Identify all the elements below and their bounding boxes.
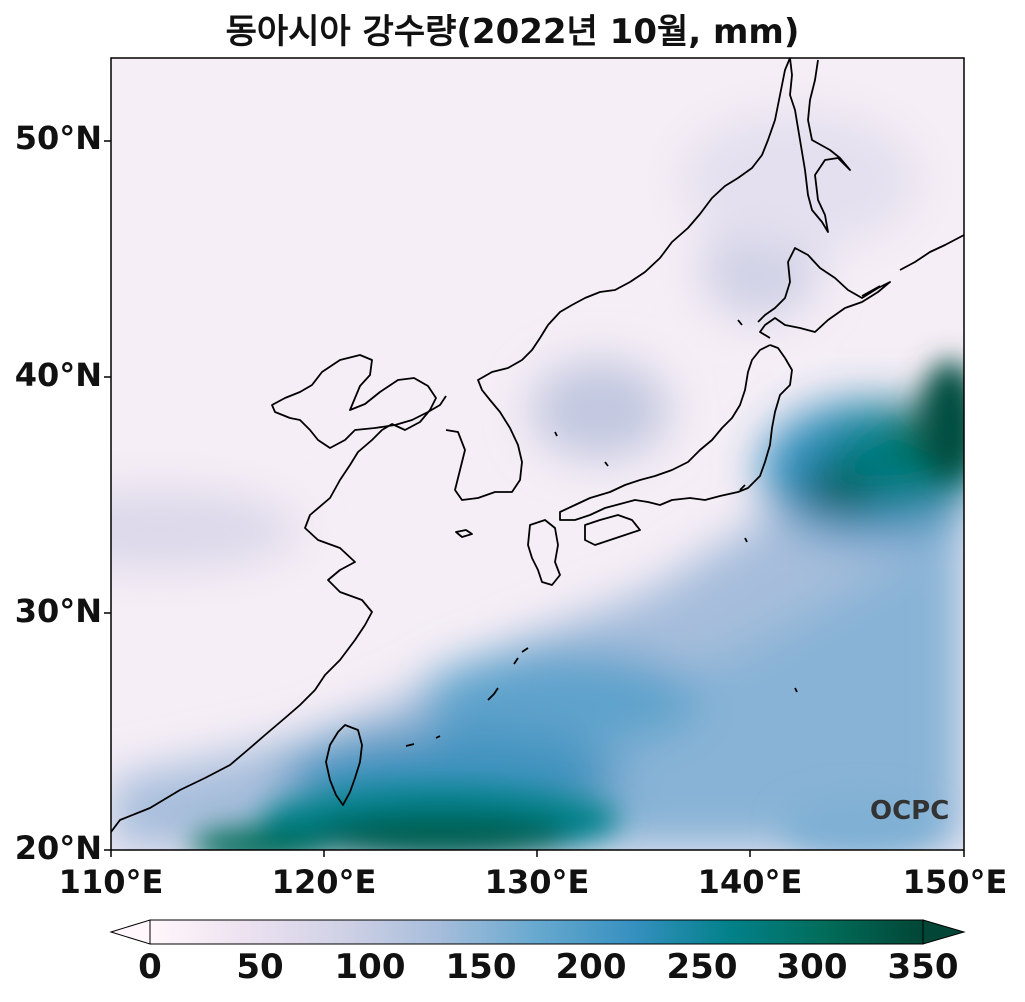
colorbar-label-50: 50 — [236, 947, 284, 987]
colorbar-label-0: 0 — [138, 947, 162, 987]
lat-label-50: 50°N — [14, 119, 102, 157]
colorbar-label-200: 200 — [555, 947, 627, 987]
coastline-ryukyu — [405, 285, 881, 747]
coastline-shikoku — [584, 514, 641, 546]
lon-label-150: 150°E — [902, 863, 1008, 901]
lat-label-30: 30°N — [14, 592, 102, 630]
coastline-jeju — [455, 529, 473, 538]
colorbar — [109, 919, 966, 945]
lon-label-130: 130°E — [484, 863, 590, 901]
colorbar-label-350: 350 — [887, 947, 959, 987]
precipitation-field — [111, 58, 964, 850]
axis-ticks — [104, 140, 965, 857]
lon-label-120: 120°E — [271, 863, 377, 901]
ocpc-logo: OCPC — [870, 796, 950, 826]
lat-label-40: 40°N — [14, 356, 102, 394]
colorbar-label-250: 250 — [666, 947, 738, 987]
coastline-small-islands — [554, 319, 798, 693]
coastline-kuril — [899, 234, 964, 271]
coastlines — [111, 58, 964, 833]
coastline-kyushu — [527, 519, 561, 586]
coastline-taiwan — [325, 724, 363, 806]
lon-label-140: 140°E — [697, 863, 803, 901]
colorbar-label-300: 300 — [776, 947, 848, 987]
map-title: 동아시아 강수량(2022년 10월, mm) — [225, 12, 800, 52]
coastline-mainland — [111, 354, 447, 833]
coastline-honshu — [559, 344, 793, 521]
coastline-sakhalin — [789, 58, 851, 233]
colorbar-label-150: 150 — [445, 947, 517, 987]
lat-label-20: 20°N — [14, 829, 102, 867]
colorbar-label-100: 100 — [334, 947, 406, 987]
coastline-korea-russia — [445, 58, 791, 501]
lon-label-110: 110°E — [58, 863, 164, 901]
